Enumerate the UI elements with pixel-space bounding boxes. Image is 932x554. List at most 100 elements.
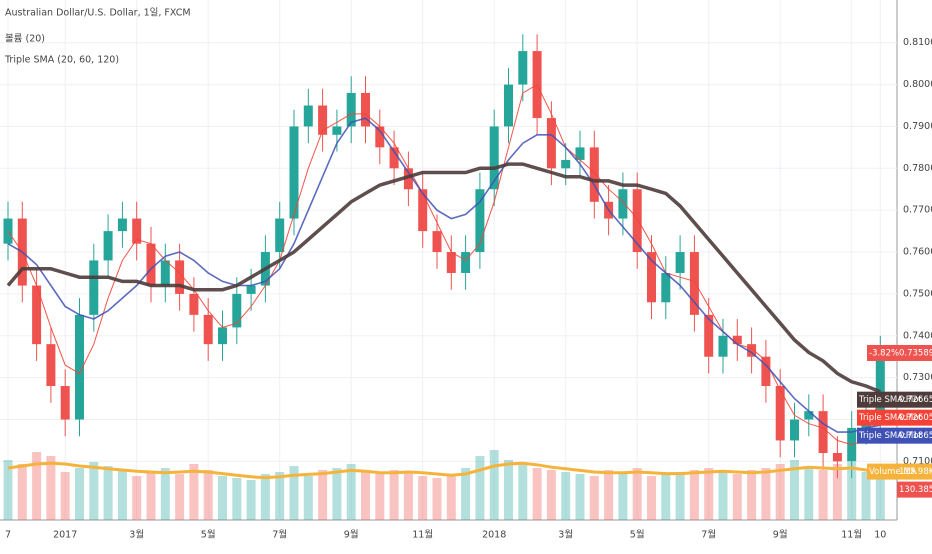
volume-bar <box>790 460 799 520</box>
candle-body <box>389 147 399 169</box>
candle-body <box>832 453 842 462</box>
volume-bar <box>504 460 513 520</box>
x-tick-label: 10 <box>874 530 886 541</box>
volume-bar <box>747 470 757 520</box>
candle-body <box>818 411 828 454</box>
candle-body <box>432 231 442 253</box>
x-tick-label: 9월 <box>344 529 359 541</box>
candle-body <box>732 335 742 345</box>
x-tick-label: 3월 <box>129 529 144 541</box>
volume-bar <box>389 470 399 520</box>
volume-bar <box>604 470 614 520</box>
y-tick-label: 0.77000 <box>903 205 932 216</box>
volume-ma-tag-value: 115.98K <box>899 467 932 477</box>
candle-body <box>60 386 70 420</box>
x-tick-label: 2018 <box>482 530 506 541</box>
candle-body <box>218 327 227 345</box>
volume-bar <box>632 468 642 520</box>
volume-bar <box>832 464 842 520</box>
volume-bar <box>275 472 285 520</box>
volume-bar <box>775 464 785 520</box>
y-tick-label: 0.74000 <box>903 330 932 341</box>
volume-bar <box>60 472 70 520</box>
sma-tag-box <box>857 427 932 444</box>
candle-body <box>546 118 556 169</box>
candle-body <box>75 314 84 420</box>
volume-bar <box>361 472 370 520</box>
candle-body <box>160 260 170 286</box>
volume-legend: 볼륨 (20) <box>5 34 45 45</box>
volume-bar <box>32 452 42 520</box>
candle-body <box>675 252 685 273</box>
sma-legend: Triple SMA (20, 60, 120) <box>4 55 119 66</box>
x-tick-label: 9월 <box>773 529 788 541</box>
candle-body <box>375 126 385 148</box>
candle-body <box>647 252 656 303</box>
y-tick-label: 0.79000 <box>903 121 932 132</box>
x-tick-label: 3월 <box>558 529 573 541</box>
sma-tag-value: 0.72665 <box>899 395 932 405</box>
volume-bar <box>46 456 56 520</box>
volume-bar <box>203 470 213 520</box>
volume-bar <box>303 476 313 520</box>
candle-body <box>790 419 799 441</box>
candle-body <box>361 92 370 127</box>
volume-bar <box>103 466 113 520</box>
x-tick-label: 11월 <box>412 529 433 541</box>
volume-bar <box>532 468 542 520</box>
candle-body <box>618 189 628 219</box>
sma-line <box>6 162 881 394</box>
symbol-legend: Australian Dollar/U.S. Dollar, 1일, FXCM <box>5 8 191 19</box>
volume-bar <box>289 466 299 520</box>
volume-bar <box>704 468 714 520</box>
candle-body <box>46 344 56 387</box>
volume-bar <box>346 464 356 520</box>
candle-body <box>446 252 456 273</box>
volume-bar <box>160 468 170 520</box>
candle-body <box>289 126 299 219</box>
y-tick-label: 0.71000 <box>903 456 932 467</box>
candle-body <box>175 260 185 294</box>
volume-bar <box>446 476 456 520</box>
candle-body <box>575 147 585 160</box>
candle-body <box>189 293 199 315</box>
candle-body <box>747 344 757 357</box>
candle-body <box>689 252 699 315</box>
volume-ma-line <box>7 461 881 480</box>
y-tick-label: 0.78000 <box>903 163 932 174</box>
volume-bar <box>189 464 199 520</box>
x-tick-label: 11월 <box>841 529 862 541</box>
volume-bar <box>647 476 656 520</box>
sma-tag-title: Triple SMA:Plot <box>858 413 922 423</box>
volume-bar <box>461 468 471 520</box>
volume-bar <box>332 468 342 520</box>
candle-body <box>418 189 428 232</box>
y-tick-label: 0.73000 <box>903 372 932 383</box>
sma-tag-value: 0.72605 <box>899 413 932 423</box>
y-tick-label: 0.75000 <box>903 288 932 299</box>
candle-body <box>761 356 771 387</box>
candle-body <box>318 105 328 135</box>
candle-body <box>346 92 356 127</box>
volume-bar <box>218 476 227 520</box>
volume-tag-value: 130.385K <box>899 485 932 495</box>
candle-body <box>117 218 127 232</box>
candle-body <box>518 51 528 85</box>
candle-body <box>275 218 285 253</box>
price-tag-value: 0.73589 <box>899 348 932 358</box>
x-tick-label: 5월 <box>201 529 216 541</box>
candle-body <box>632 189 642 253</box>
candle-body <box>403 168 413 190</box>
volume-bar <box>175 474 185 520</box>
candle-body <box>661 272 671 303</box>
candle-body <box>804 411 814 420</box>
volume-bar <box>475 456 485 520</box>
volume-bar <box>518 464 528 520</box>
sma-tag-box <box>857 391 932 408</box>
volume-bar <box>589 476 599 520</box>
price-tag-box <box>867 344 932 361</box>
volume-bar <box>418 476 428 520</box>
candle-body <box>132 218 142 244</box>
volume-bar <box>718 472 728 520</box>
volume-bar <box>489 450 499 520</box>
